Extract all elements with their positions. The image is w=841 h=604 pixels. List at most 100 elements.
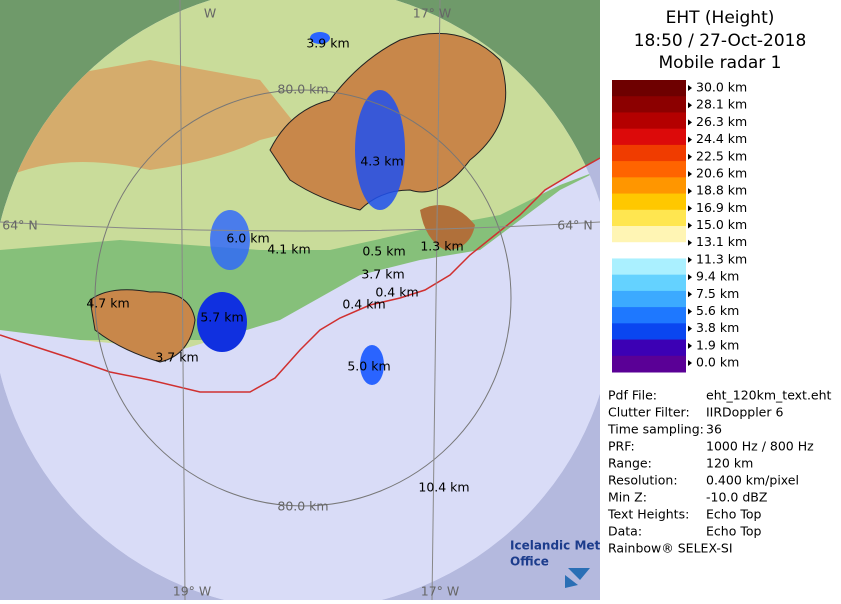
legend-tick (688, 205, 692, 212)
legend-swatch (612, 274, 686, 292)
legend-tick (688, 136, 692, 143)
echo (355, 90, 405, 210)
grid-label: 64° N (557, 218, 592, 233)
legend-tick (688, 188, 692, 195)
grid-label: 80.0 km (277, 82, 328, 97)
info-value: eht_120km_text.eht (706, 388, 832, 403)
glacier (89, 289, 196, 363)
info-value: 0.400 km/pixel (706, 473, 799, 488)
info-label: Clutter Filter: (608, 405, 690, 420)
legend-swatch (612, 80, 686, 97)
legend-swatch (612, 209, 686, 227)
legend-swatch (612, 323, 686, 341)
legend-label: 26.3 km (696, 114, 747, 129)
info-label: Time sampling: (607, 422, 704, 437)
map: Icelandic Met Office W 17° W 80.0 km 64° N 6… (0, 0, 601, 600)
info-label: Min Z: (608, 490, 647, 505)
info-value: 1000 Hz / 800 Hz (706, 439, 814, 454)
legend-swatch (612, 161, 686, 178)
info-value: -10.0 dBZ (706, 490, 767, 505)
echo-top-label: 6.0 km (226, 231, 269, 246)
longitude-line (431, 0, 441, 600)
echo-top-label: 0.4 km (342, 297, 385, 312)
logo-mark (565, 568, 590, 588)
legend-label: 3.8 km (696, 320, 739, 335)
echo-top-label: 10.4 km (418, 480, 469, 495)
info-label: PRF: (608, 439, 635, 454)
legend-tick (688, 119, 692, 126)
echo (210, 210, 250, 270)
info-label: Pdf File: (608, 388, 657, 403)
info-label: Range: (608, 456, 652, 471)
legend-swatch (612, 339, 686, 357)
range-ring (94, 89, 512, 507)
legend-label: 7.5 km (696, 286, 739, 301)
legend-tick (688, 102, 692, 109)
legend-label: 5.6 km (696, 303, 739, 318)
legend-swatch (612, 290, 686, 308)
legend-swatch (612, 226, 686, 243)
coastline (0, 157, 600, 393)
legend-label: 1.9 km (696, 337, 739, 352)
grid-label: 17° W (413, 6, 452, 21)
info-label: Text Heights: (607, 507, 689, 522)
grid-label: 17° W (421, 584, 460, 599)
legend-tick (688, 85, 692, 91)
legend-label: 16.9 km (696, 200, 747, 215)
echo (197, 292, 247, 352)
header: EHT (Height) 18:50 / 27-Oct-2018 Mobile … (634, 8, 807, 73)
grid-label: 80.0 km (277, 499, 328, 514)
legend-label: 28.1 km (696, 97, 747, 112)
echo-top-label: 0.4 km (375, 285, 418, 300)
logo: Icelandic Met Office (510, 539, 601, 588)
legend-tick (688, 153, 692, 160)
legend-tick (688, 170, 692, 177)
echo-top-label: 0.5 km (362, 244, 405, 259)
echo-top-label: 3.7 km (361, 267, 404, 282)
source: Mobile radar 1 (659, 53, 782, 73)
longitude-line (179, 0, 186, 600)
info-value: IIRDoppler 6 (706, 405, 783, 420)
echo (310, 32, 330, 44)
legend-tick (688, 325, 692, 332)
legend-swatch (612, 242, 686, 259)
info-value: 120 km (706, 456, 753, 471)
legend-label: 11.3 km (696, 251, 747, 266)
legend-swatch (612, 112, 686, 130)
legend-swatch (612, 96, 686, 113)
legend-swatch (612, 193, 686, 211)
info-value: Echo Top (706, 524, 761, 539)
legend-label: 13.1 km (696, 234, 747, 249)
time: 18:50 / 27-Oct-2018 (634, 31, 807, 51)
grid-label: W (204, 6, 216, 21)
highland (0, 60, 300, 180)
legend-tick (688, 274, 692, 281)
sea-cover (0, 170, 600, 600)
logo-text: Icelandic Met (510, 539, 601, 553)
legend-label: 18.8 km (696, 183, 747, 198)
info-label: Resolution: (608, 473, 678, 488)
echo-top-label: 3.7 km (155, 350, 198, 365)
legend-swatch (612, 258, 686, 276)
legend-label: 0.0 km (696, 355, 739, 370)
legend-tick (688, 360, 692, 366)
legend-tick (688, 239, 692, 246)
legend-label: 22.5 km (696, 148, 747, 163)
legend-label: 9.4 km (696, 269, 739, 284)
legend-tick (688, 222, 692, 229)
radar-range (0, 0, 600, 600)
grid-label: 19° W (173, 584, 212, 599)
legend-label: 15.0 km (696, 217, 747, 232)
legend-swatch (612, 144, 686, 162)
info-value: 36 (706, 422, 722, 437)
grid-label: 64° N (2, 218, 37, 233)
legend-label: 20.6 km (696, 165, 747, 180)
echo-top-label: 5.7 km (200, 310, 243, 325)
legend-swatch (612, 355, 686, 373)
echo-top-label: 4.7 km (86, 296, 129, 311)
legend-swatch (612, 128, 686, 146)
info-label: Data: (608, 524, 642, 539)
echo (360, 345, 384, 385)
